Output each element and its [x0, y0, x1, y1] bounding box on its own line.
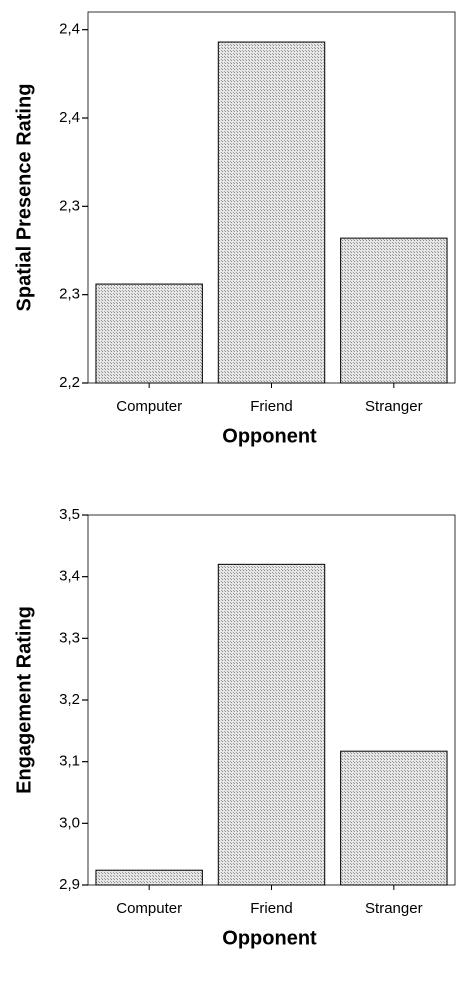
- y-axis-title: Spatial Presence Rating: [13, 84, 35, 312]
- y-axis-title: Engagement Rating: [13, 606, 35, 794]
- x-tick-label: Stranger: [365, 398, 423, 415]
- bar: [217, 41, 326, 384]
- y-tick-label: 3,2: [59, 691, 80, 708]
- y-tick-label: 2,4: [59, 109, 80, 126]
- bar: [95, 283, 203, 384]
- y-tick-label: 2,4: [59, 21, 80, 38]
- y-tick-label: 2,3: [59, 286, 80, 303]
- x-tick-label: Friend: [250, 398, 293, 415]
- y-tick-label: 3,0: [59, 814, 80, 831]
- y-tick-label: 2,9: [59, 876, 80, 893]
- y-tick-label: 2,3: [59, 197, 80, 214]
- bar: [217, 563, 326, 886]
- x-axis-title: Opponent: [222, 425, 317, 447]
- y-tick-label: 2,2: [59, 374, 80, 391]
- bar: [340, 237, 448, 384]
- x-axis-title: Opponent: [222, 927, 317, 949]
- x-tick-label: Computer: [116, 900, 182, 917]
- bar: [95, 869, 203, 886]
- y-tick-label: 3,1: [59, 753, 80, 770]
- y-tick-label: 3,4: [59, 568, 80, 585]
- x-tick-label: Computer: [116, 398, 182, 415]
- bar: [340, 750, 448, 886]
- x-tick-label: Friend: [250, 900, 293, 917]
- y-tick-label: 3,3: [59, 629, 80, 646]
- x-tick-label: Stranger: [365, 900, 423, 917]
- y-tick-label: 3,5: [59, 506, 80, 523]
